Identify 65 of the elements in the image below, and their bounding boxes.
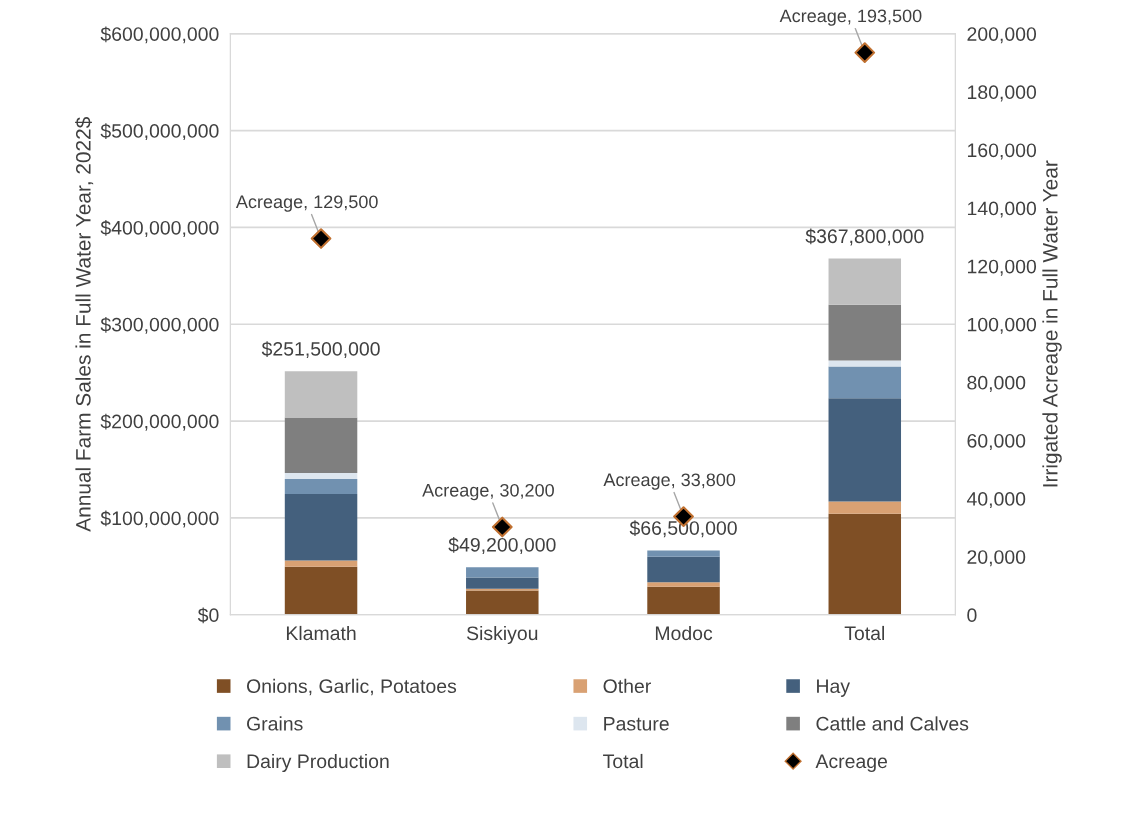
data-label: Acreage, 193,500 [779, 9, 922, 26]
bar [828, 258, 902, 305]
y2-tick-label: 160,000 [967, 143, 1037, 160]
x-tick-label: Modoc [655, 625, 713, 641]
legend-label: Onions, Garlic, Potatoes [246, 678, 457, 696]
bar [284, 479, 358, 495]
legend-label: Pasture [604, 717, 669, 731]
bar [828, 304, 902, 361]
y2-tick-label: 140,000 [967, 201, 1037, 218]
y2-tick-label: 60,000 [967, 433, 1026, 450]
y2-tick-label: 120,000 [967, 259, 1037, 276]
legend-label: Hay [817, 679, 851, 697]
y2-tick-label: 80,000 [967, 375, 1026, 392]
legend-label: Other [603, 678, 651, 694]
y-tick-label: $200,000,000 [100, 413, 219, 431]
y2-tick-label: 40,000 [966, 492, 1026, 509]
bar [284, 473, 358, 480]
bar [284, 371, 358, 418]
total-label: $49,200,000 [448, 537, 556, 554]
legend-label: Grains [247, 716, 303, 731]
bar [647, 586, 720, 615]
bar [647, 556, 720, 583]
bar [466, 590, 539, 615]
y-tick-label: $500,000,000 [100, 123, 219, 141]
legend-label: Dairy Production [247, 753, 389, 773]
legend-label: Cattle and Calves [816, 716, 969, 731]
point [491, 516, 513, 538]
y-tick-label: $300,000,000 [100, 316, 219, 334]
bar [828, 513, 902, 615]
x-tick-label: Siskiyou [466, 625, 538, 645]
data-label: Acreage, 129,500 [235, 195, 378, 212]
y-tick-label: $600,000,000 [100, 26, 219, 44]
data-label: Acreage, 33,800 [603, 473, 736, 490]
point [310, 228, 332, 249]
total-label: $367,800,000 [805, 228, 924, 246]
bar [828, 366, 902, 399]
bar [284, 417, 358, 474]
x-tick-label: Total [844, 625, 885, 641]
y2-tick-label: 0 [967, 608, 977, 623]
y-tick-label: $100,000,000 [100, 510, 219, 528]
y-tick-label: $0 [197, 607, 219, 624]
total-label: $66,500,000 [629, 520, 737, 538]
bar [647, 550, 720, 557]
legend-label: Acreage [815, 754, 888, 773]
y2-axis-title: Irrigated Acreage in Full Water Year [1042, 160, 1062, 487]
bar [284, 566, 358, 615]
bar [466, 567, 539, 578]
y2-tick-label: 20,000 [967, 550, 1026, 567]
bar [828, 501, 902, 514]
data-label: Acreage, 30,200 [422, 483, 554, 501]
bar [828, 398, 902, 502]
y2-tick-label: 200,000 [967, 27, 1037, 44]
total-label: $251,500,000 [261, 341, 380, 359]
x-tick-label: Klamath [286, 625, 356, 641]
bar [647, 582, 720, 587]
y2-tick-label: 180,000 [967, 85, 1037, 102]
y-tick-label: $400,000,000 [100, 220, 219, 237]
bar [828, 360, 902, 367]
bar [466, 577, 539, 589]
text: Total [603, 753, 643, 769]
y2-tick-label: 100,000 [967, 317, 1037, 334]
bar [284, 560, 358, 567]
bar [284, 494, 358, 561]
point [854, 42, 876, 63]
y-axis-title: Annual Farm Sales in Full Water Year, 2022$ [75, 117, 94, 532]
